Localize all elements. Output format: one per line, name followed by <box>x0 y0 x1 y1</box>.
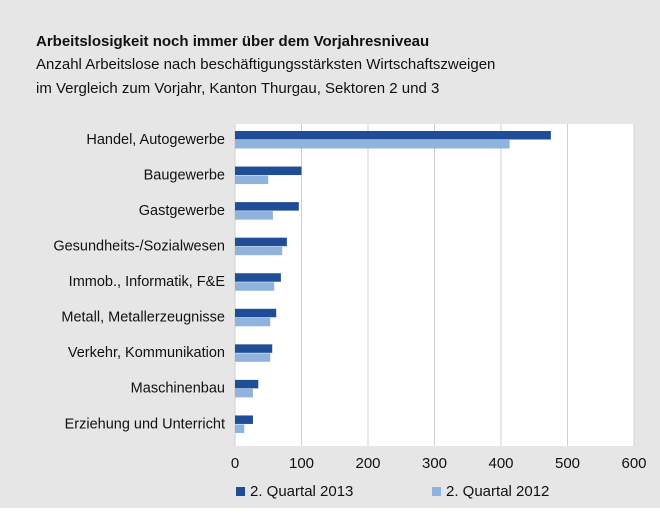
chart-subtitle: Anzahl Arbeitslose nach beschäftigungsst… <box>36 56 495 73</box>
x-tick-label: 400 <box>488 455 513 472</box>
x-tick-label: 200 <box>355 455 380 472</box>
legend-label: 2. Quartal 2012 <box>446 483 549 500</box>
bar <box>235 415 253 424</box>
x-tick-label: 600 <box>621 455 646 472</box>
x-tick-label: 100 <box>289 455 314 472</box>
bar <box>235 388 253 398</box>
legend-swatch <box>432 487 441 496</box>
bar <box>235 353 271 362</box>
y-tick-label: Maschinenbau <box>131 381 225 397</box>
chart-subtitle: im Vergleich zum Vorjahr, Kanton Thurgau… <box>36 80 439 97</box>
bar <box>235 317 271 327</box>
bar <box>235 202 299 211</box>
bar <box>235 273 281 282</box>
y-tick-label: Verkehr, Kommunikation <box>68 345 225 361</box>
y-tick-label: Gastgewerbe <box>139 203 225 219</box>
bar <box>235 131 551 140</box>
legend-label: 2. Quartal 2013 <box>250 483 353 500</box>
bar <box>235 140 510 149</box>
bar <box>235 344 273 353</box>
bar <box>235 211 273 220</box>
x-tick-label: 500 <box>555 455 580 472</box>
bar <box>235 175 269 185</box>
y-tick-label: Immob., Informatik, F&E <box>69 274 226 290</box>
bar <box>235 379 259 389</box>
bar <box>235 424 245 433</box>
x-tick-label: 0 <box>231 455 239 472</box>
y-tick-label: Erziehung und Unterricht <box>65 416 225 432</box>
bar <box>235 246 283 256</box>
bar <box>235 237 287 247</box>
bar <box>235 166 302 176</box>
y-tick-label: Gesundheits-/Sozialwesen <box>53 238 225 254</box>
y-tick-label: Metall, Metallerzeugnisse <box>61 310 225 326</box>
y-tick-label: Handel, Autogewerbe <box>86 132 225 148</box>
bar <box>235 308 277 318</box>
x-tick-label: 300 <box>422 455 447 472</box>
bar <box>235 282 275 291</box>
y-tick-label: Baugewerbe <box>144 167 225 183</box>
legend-swatch <box>236 487 245 496</box>
chart-title: Arbeitslosigkeit noch immer über dem Vor… <box>36 33 429 50</box>
